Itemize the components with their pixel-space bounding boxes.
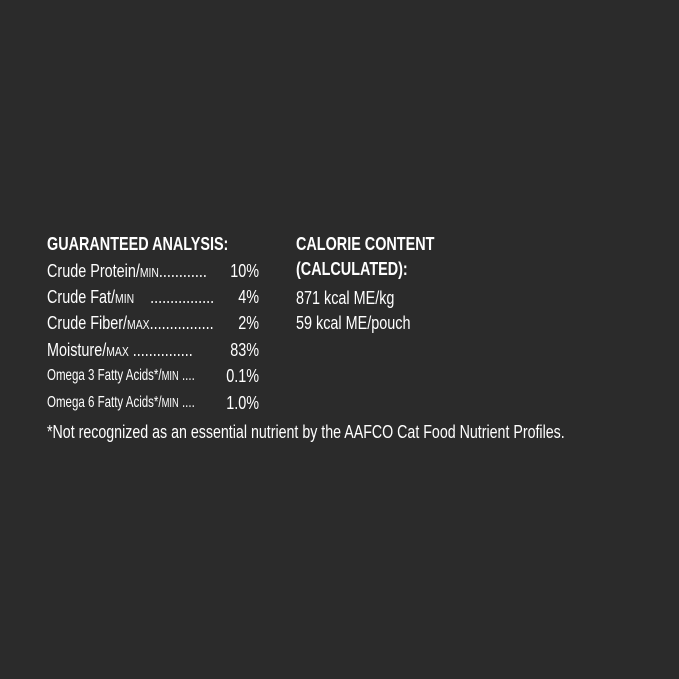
row-value: 4% bbox=[238, 287, 259, 307]
row-label: Crude Protein/ bbox=[47, 261, 140, 281]
analysis-row-omega-3: Omega 3 Fatty Acids*/MIN .... bbox=[47, 366, 195, 386]
analysis-row-crude-fat: Crude Fat/MIN ................ bbox=[47, 287, 214, 309]
calorie-content-heading: CALORIE CONTENT bbox=[296, 234, 435, 254]
row-value: 83% bbox=[230, 340, 259, 360]
analysis-row-moisture: Moisture/MAX ............... bbox=[47, 340, 193, 362]
row-qualifier: MIN bbox=[139, 265, 159, 280]
row-qualifier: MAX bbox=[106, 344, 129, 359]
row-label: Omega 3 Fatty Acids*/ bbox=[47, 367, 162, 384]
analysis-row-crude-fiber: Crude Fiber/MAX................ bbox=[47, 313, 214, 335]
analysis-row-crude-protein: Crude Protein/MIN............ bbox=[47, 261, 207, 283]
row-dots: ............... bbox=[128, 340, 193, 360]
row-dots: ................ bbox=[149, 313, 214, 333]
row-label: Crude Fat/ bbox=[47, 287, 116, 307]
calorie-value-per-pouch: 59 kcal ME/pouch bbox=[296, 313, 411, 333]
calorie-content-heading-calculated: (CALCULATED): bbox=[296, 259, 408, 279]
row-qualifier: MIN bbox=[161, 395, 179, 410]
footnote: *Not recognized as an essential nutrient… bbox=[47, 422, 565, 442]
row-qualifier: MAX bbox=[127, 317, 150, 332]
row-qualifier: MIN bbox=[115, 291, 135, 306]
row-dots: .... bbox=[178, 394, 195, 411]
row-label: Crude Fiber/ bbox=[47, 313, 128, 333]
calorie-value-per-kg: 871 kcal ME/kg bbox=[296, 288, 395, 308]
row-value: 1.0% bbox=[226, 393, 259, 413]
analysis-row-omega-6: Omega 6 Fatty Acids*/MIN .... bbox=[47, 393, 195, 413]
row-value: 2% bbox=[238, 313, 259, 333]
row-dots: .... bbox=[178, 367, 195, 384]
row-dots: ............ bbox=[158, 261, 207, 281]
row-label: Moisture/ bbox=[47, 340, 107, 360]
guaranteed-analysis-heading: GUARANTEED ANALYSIS: bbox=[47, 234, 229, 254]
row-value: 0.1% bbox=[226, 366, 259, 386]
row-dots: ................ bbox=[134, 287, 215, 307]
row-qualifier: MIN bbox=[161, 368, 179, 383]
row-label: Omega 6 Fatty Acids*/ bbox=[47, 394, 162, 411]
row-value: 10% bbox=[230, 261, 259, 281]
